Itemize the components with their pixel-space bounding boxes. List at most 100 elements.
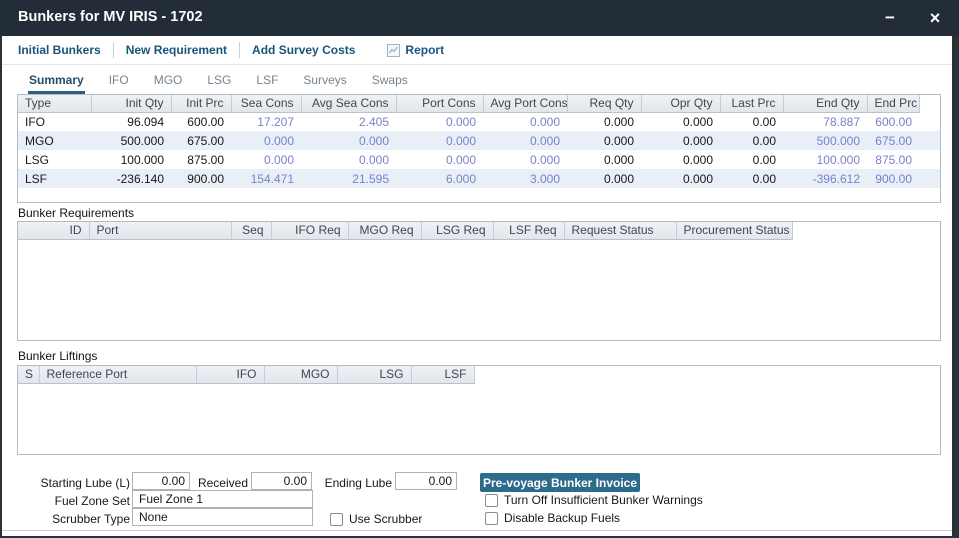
column-header-lsg[interactable]: LSG <box>337 366 411 383</box>
cell[interactable]: 0.000 <box>396 112 483 131</box>
cell[interactable]: -396.612 <box>783 169 867 188</box>
cell[interactable]: 0.000 <box>483 112 567 131</box>
table-row[interactable]: LSG100.000875.000.0000.0000.0000.0000.00… <box>18 150 941 169</box>
cell[interactable]: 875.00 <box>171 150 231 169</box>
cell[interactable]: 0.000 <box>641 131 720 150</box>
column-header-seq[interactable]: Seq <box>231 222 271 239</box>
column-header-port[interactable]: Port <box>89 222 231 239</box>
cell[interactable]: 900.00 <box>867 169 919 188</box>
cell[interactable]: LSF <box>18 169 91 188</box>
column-header-mgo-req[interactable]: MGO Req <box>348 222 421 239</box>
cell[interactable]: 0.000 <box>567 112 641 131</box>
cell[interactable]: 0.000 <box>396 150 483 169</box>
tab-swaps[interactable]: Swaps <box>371 68 409 94</box>
cell[interactable]: 3.000 <box>483 169 567 188</box>
column-header-opr-qty[interactable]: Opr Qty <box>641 95 720 112</box>
cell[interactable]: 875.00 <box>867 150 919 169</box>
column-header-end-prc[interactable]: End Prc <box>867 95 919 112</box>
pre-voyage-bunker-invoice-button[interactable]: Pre-voyage Bunker Invoice <box>480 473 640 492</box>
cell[interactable]: 0.000 <box>301 131 396 150</box>
column-header-avg-port-cons[interactable]: Avg Port Cons <box>483 95 567 112</box>
cell[interactable]: MGO <box>18 131 91 150</box>
received-input[interactable] <box>251 472 312 490</box>
cell[interactable]: IFO <box>18 112 91 131</box>
cell[interactable]: 500.000 <box>91 131 171 150</box>
cell[interactable]: 78.887 <box>783 112 867 131</box>
column-header-req-qty[interactable]: Req Qty <box>567 95 641 112</box>
cell[interactable]: 675.00 <box>171 131 231 150</box>
column-header-ifo-req[interactable]: IFO Req <box>271 222 348 239</box>
column-header-avg-sea-cons[interactable]: Avg Sea Cons <box>301 95 396 112</box>
column-header-last-prc[interactable]: Last Prc <box>720 95 783 112</box>
cell[interactable]: 0.000 <box>301 150 396 169</box>
column-header-mgo[interactable]: MGO <box>264 366 337 383</box>
cell[interactable]: 96.094 <box>91 112 171 131</box>
column-header-reference-port[interactable]: Reference Port <box>39 366 196 383</box>
tab-lsg[interactable]: LSG <box>206 68 232 94</box>
tab-mgo[interactable]: MGO <box>153 68 184 94</box>
cell[interactable]: 0.000 <box>231 131 301 150</box>
cell[interactable]: 500.000 <box>783 131 867 150</box>
cell[interactable]: 6.000 <box>396 169 483 188</box>
cell[interactable]: 0.00 <box>720 131 783 150</box>
cell[interactable]: 100.000 <box>91 150 171 169</box>
cell[interactable]: 900.00 <box>171 169 231 188</box>
new-requirement-button[interactable]: New Requirement <box>126 43 227 57</box>
table-row[interactable]: MGO500.000675.000.0000.0000.0000.0000.00… <box>18 131 941 150</box>
table-row[interactable]: LSF-236.140900.00154.47121.5956.0003.000… <box>18 169 941 188</box>
column-header-procurement-status[interactable]: Procurement Status <box>676 222 792 239</box>
scrubber-type-field[interactable]: None <box>132 508 313 526</box>
column-header-lsf-req[interactable]: LSF Req <box>493 222 564 239</box>
report-button[interactable]: Report <box>387 43 444 57</box>
cell[interactable]: 0.00 <box>720 150 783 169</box>
column-header-end-qty[interactable]: End Qty <box>783 95 867 112</box>
column-header-request-status[interactable]: Request Status <box>564 222 676 239</box>
disable-backup-fuels-checkbox[interactable]: Disable Backup Fuels <box>485 511 620 525</box>
cell[interactable]: 100.000 <box>783 150 867 169</box>
column-header-ifo[interactable]: IFO <box>196 366 264 383</box>
cell[interactable]: 0.00 <box>720 112 783 131</box>
cell[interactable]: 0.000 <box>231 150 301 169</box>
table-row[interactable]: IFO96.094600.0017.2072.4050.0000.0000.00… <box>18 112 941 131</box>
cell[interactable]: -236.140 <box>91 169 171 188</box>
close-icon[interactable]: × <box>922 6 948 30</box>
tab-surveys[interactable]: Surveys <box>302 68 347 94</box>
starting-lube-input[interactable] <box>132 472 190 490</box>
column-header-port-cons[interactable]: Port Cons <box>396 95 483 112</box>
tab-ifo[interactable]: IFO <box>108 68 130 94</box>
cell[interactable]: 0.000 <box>641 169 720 188</box>
cell[interactable]: 600.00 <box>867 112 919 131</box>
cell[interactable]: 2.405 <box>301 112 396 131</box>
add-survey-costs-button[interactable]: Add Survey Costs <box>252 43 355 57</box>
column-header-s[interactable]: S <box>18 366 39 383</box>
column-header-init-qty[interactable]: Init Qty <box>91 95 171 112</box>
initial-bunkers-button[interactable]: Initial Bunkers <box>18 43 101 57</box>
cell[interactable]: LSG <box>18 150 91 169</box>
use-scrubber-checkbox[interactable]: Use Scrubber <box>330 512 422 526</box>
cell[interactable]: 17.207 <box>231 112 301 131</box>
turn-off-warnings-checkbox[interactable]: Turn Off Insufficient Bunker Warnings <box>485 493 703 507</box>
cell[interactable]: 0.000 <box>641 112 720 131</box>
cell[interactable]: 0.00 <box>720 169 783 188</box>
column-header-lsg-req[interactable]: LSG Req <box>421 222 493 239</box>
cell[interactable]: 600.00 <box>171 112 231 131</box>
cell[interactable]: 21.595 <box>301 169 396 188</box>
cell[interactable]: 0.000 <box>641 150 720 169</box>
ending-lube-input[interactable] <box>395 472 457 490</box>
column-header-id[interactable]: ID <box>18 222 89 239</box>
minimize-icon[interactable]: − <box>877 6 903 30</box>
cell[interactable]: 0.000 <box>567 150 641 169</box>
column-header-type[interactable]: Type <box>18 95 91 112</box>
cell[interactable]: 0.000 <box>396 131 483 150</box>
cell[interactable]: 0.000 <box>567 169 641 188</box>
column-header-sea-cons[interactable]: Sea Cons <box>231 95 301 112</box>
cell[interactable]: 0.000 <box>483 150 567 169</box>
cell[interactable]: 154.471 <box>231 169 301 188</box>
cell[interactable]: 0.000 <box>483 131 567 150</box>
cell[interactable]: 675.00 <box>867 131 919 150</box>
tab-summary[interactable]: Summary <box>28 68 85 94</box>
tab-lsf[interactable]: LSF <box>255 68 279 94</box>
column-header-lsf[interactable]: LSF <box>411 366 474 383</box>
column-header-init-prc[interactable]: Init Prc <box>171 95 231 112</box>
cell[interactable]: 0.000 <box>567 131 641 150</box>
